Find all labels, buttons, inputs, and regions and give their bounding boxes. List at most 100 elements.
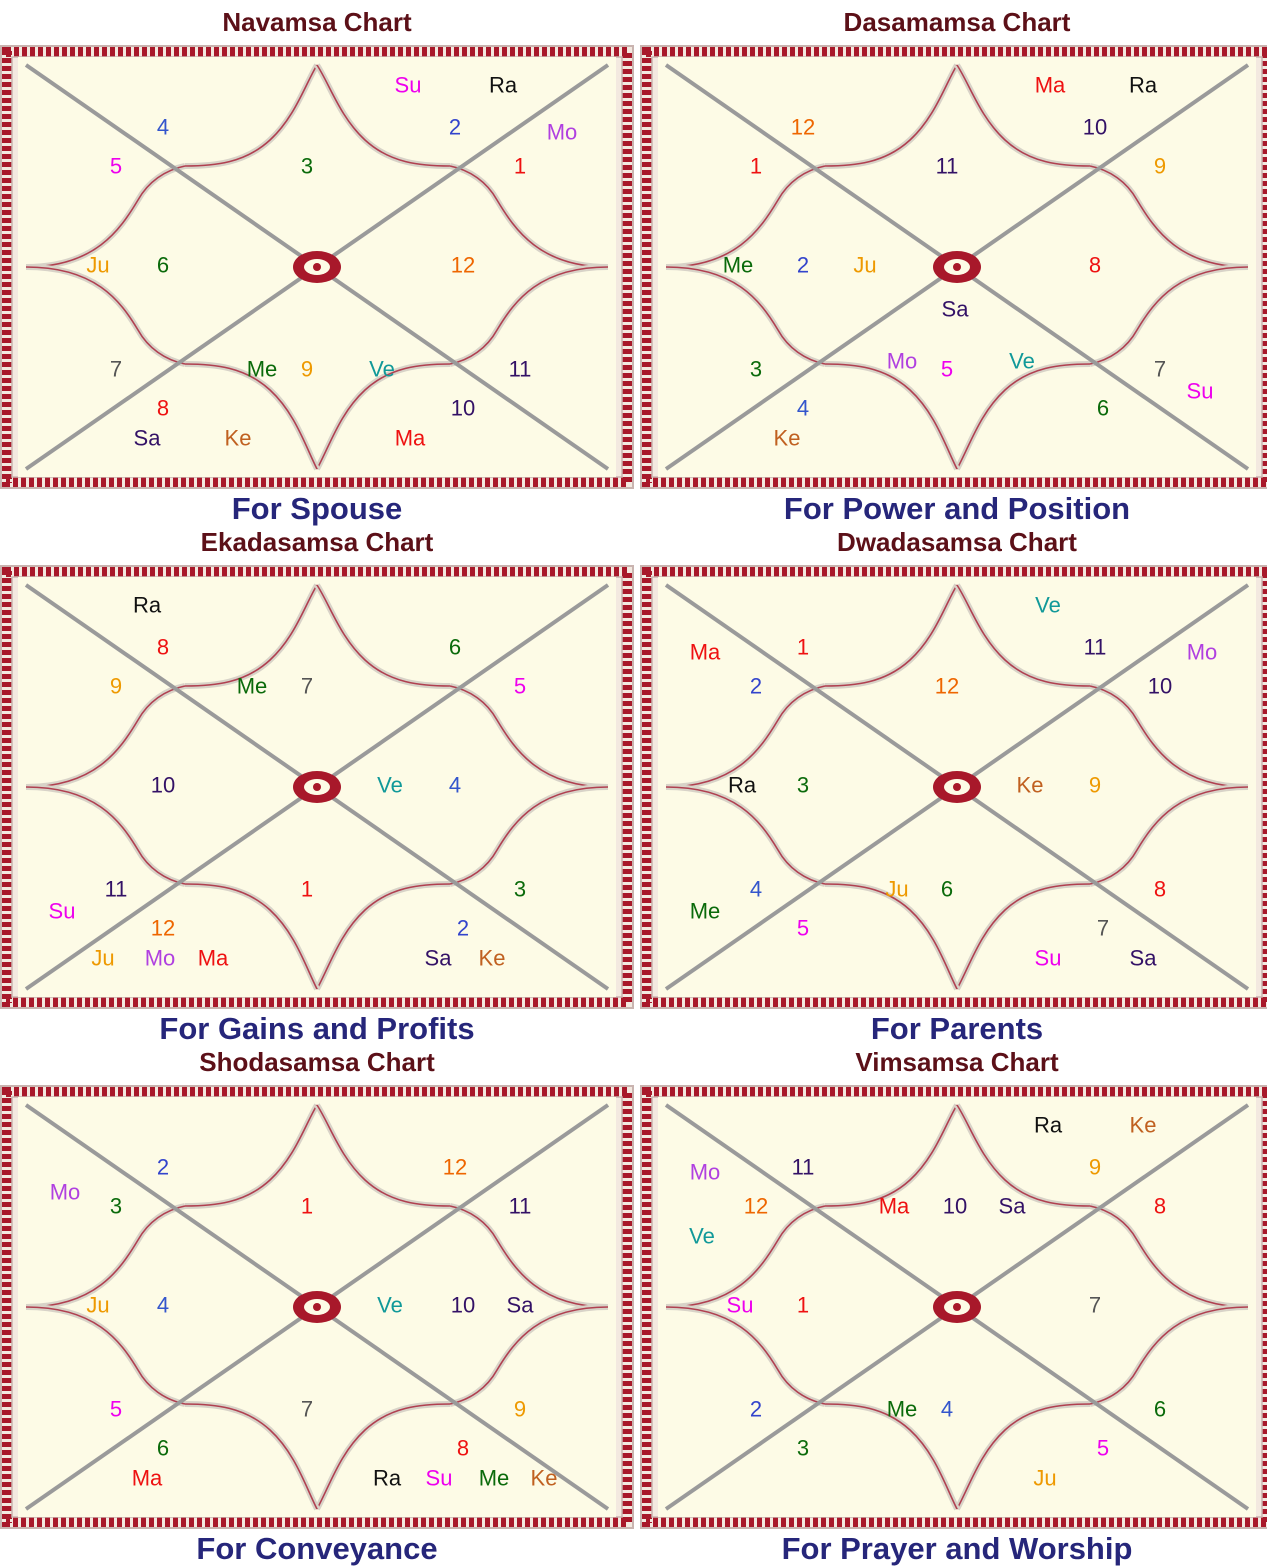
planet-label: Sa — [425, 946, 453, 971]
lotus-outline — [25, 1103, 609, 1511]
house-sign-number: 2 — [797, 253, 809, 278]
house-sign-number: 9 — [1089, 773, 1101, 798]
planet-label: Ju — [91, 946, 114, 971]
house-sign-number: 12 — [151, 916, 175, 941]
house-sign-number: 7 — [301, 674, 313, 699]
planet-label: Sa — [507, 1293, 535, 1318]
house-sign-number: 3 — [110, 1194, 122, 1219]
house-sign-number: 3 — [514, 877, 526, 902]
chart-subtitle: For Conveyance — [196, 1531, 438, 1566]
chart-title: Ekadasamsa Chart — [200, 527, 434, 557]
planet-label: Ve — [689, 1224, 715, 1249]
planet-label: Ke — [225, 426, 252, 451]
house-sign-number: 9 — [301, 357, 313, 382]
house-sign-number: 11 — [509, 357, 532, 382]
house-sign-number: 4 — [941, 1397, 953, 1422]
house-sign-number: 8 — [1089, 253, 1101, 278]
house-sign-number: 10 — [451, 396, 475, 421]
planet-label: Ma — [132, 1466, 163, 1491]
house-sign-number: 4 — [157, 115, 169, 140]
chart-title: Navamsa Chart — [222, 7, 412, 37]
lotus-outline — [665, 583, 1249, 991]
planet-label: Su — [426, 1466, 453, 1491]
planet-label: Ke — [1130, 1113, 1157, 1138]
house-sign-number: 1 — [301, 1194, 313, 1219]
vedic-chart: 10 Ma Sa 11 12 Mo Ve 1 Su 2 3 4 Me 5 Ju 6 7 8 9 Ra Ke — [640, 1085, 1267, 1529]
house-sign-number: 3 — [797, 1436, 809, 1461]
house-sign-number: 3 — [301, 154, 313, 179]
house-sign-number: 10 — [943, 1194, 967, 1219]
planet-label: Me — [690, 899, 721, 924]
house-sign-number: 2 — [750, 1397, 762, 1422]
center-ornament — [293, 1291, 341, 1323]
planet-label: Ve — [1035, 593, 1061, 618]
house-sign-number: 8 — [1154, 877, 1166, 902]
house-sign-number: 5 — [1097, 1436, 1109, 1461]
planet-label: Me — [887, 1397, 918, 1422]
planet-label: Me — [247, 357, 278, 382]
planet-label: Ma — [690, 640, 721, 665]
house-sign-number: 4 — [157, 1293, 169, 1318]
chart-title: Dwadasamsa Chart — [837, 527, 1077, 557]
house-sign-number: 4 — [449, 773, 461, 798]
planet-label: Su — [49, 899, 76, 924]
house-sign-number: 11 — [105, 877, 128, 902]
chart-subtitle: For Spouse — [231, 491, 403, 526]
house-sign-number: 12 — [744, 1194, 768, 1219]
planet-label: Ju — [86, 253, 109, 278]
house-sign-number: 1 — [750, 154, 762, 179]
planet-label: Mo — [547, 120, 578, 145]
chart-title: Shodasamsa Chart — [199, 1047, 435, 1077]
planet-label: Ve — [377, 773, 403, 798]
planet-label: Ju — [885, 877, 908, 902]
planet-label: Me — [723, 253, 754, 278]
chart-subtitle: For Parents — [870, 1011, 1044, 1046]
house-sign-number: 1 — [797, 635, 809, 660]
house-sign-number: 3 — [797, 773, 809, 798]
house-sign-number: 6 — [449, 635, 461, 660]
chart-subtitle: For Prayer and Worship — [781, 1531, 1133, 1566]
house-sign-number: 5 — [941, 357, 953, 382]
planet-label: Ju — [86, 1293, 109, 1318]
house-sign-number: 7 — [1154, 357, 1166, 382]
house-sign-number: 3 — [750, 357, 762, 382]
planet-label: Ke — [1017, 773, 1044, 798]
house-sign-number: 12 — [451, 253, 475, 278]
house-sign-number: 6 — [941, 877, 953, 902]
lotus-outline — [25, 583, 609, 991]
planet-label: Sa — [1130, 946, 1158, 971]
house-sign-number: 9 — [1089, 1155, 1101, 1180]
planet-label: Su — [395, 73, 422, 98]
planet-label: Su — [1035, 946, 1062, 971]
chart-subtitle: For Gains and Profits — [159, 1011, 475, 1046]
house-sign-number: 1 — [514, 154, 526, 179]
planet-label: Ra — [728, 773, 757, 798]
chart-title: Dasamamsa Chart — [843, 7, 1071, 37]
house-sign-number: 9 — [110, 674, 122, 699]
house-sign-number: 7 — [1089, 1293, 1101, 1318]
planet-label: Ra — [1034, 1113, 1063, 1138]
house-sign-number: 4 — [797, 396, 809, 421]
house-sign-number: 12 — [791, 115, 815, 140]
house-sign-number: 6 — [157, 253, 169, 278]
planet-label: Ke — [479, 946, 506, 971]
planet-label: Ma — [198, 946, 229, 971]
planet-label: Su — [1187, 379, 1214, 404]
house-sign-number: 1 — [301, 877, 313, 902]
house-sign-number: 7 — [301, 1397, 313, 1422]
center-ornament — [933, 251, 981, 283]
house-sign-number: 9 — [1154, 154, 1166, 179]
vedic-chart: 3 4 5 6 Ju 7 8 Sa Ke 9 Me Ve 10 Ma 11 12 1 Mo 2 Su Ra — [0, 45, 634, 489]
planet-label: Ma — [1035, 73, 1066, 98]
planet-label: Ra — [373, 1466, 402, 1491]
lotus-outline — [665, 1103, 1249, 1511]
center-ornament — [933, 771, 981, 803]
house-sign-number: 5 — [797, 916, 809, 941]
house-sign-number: 6 — [157, 1436, 169, 1461]
house-sign-number: 5 — [514, 674, 526, 699]
house-sign-number: 11 — [936, 154, 959, 179]
house-sign-number: 8 — [457, 1436, 469, 1461]
